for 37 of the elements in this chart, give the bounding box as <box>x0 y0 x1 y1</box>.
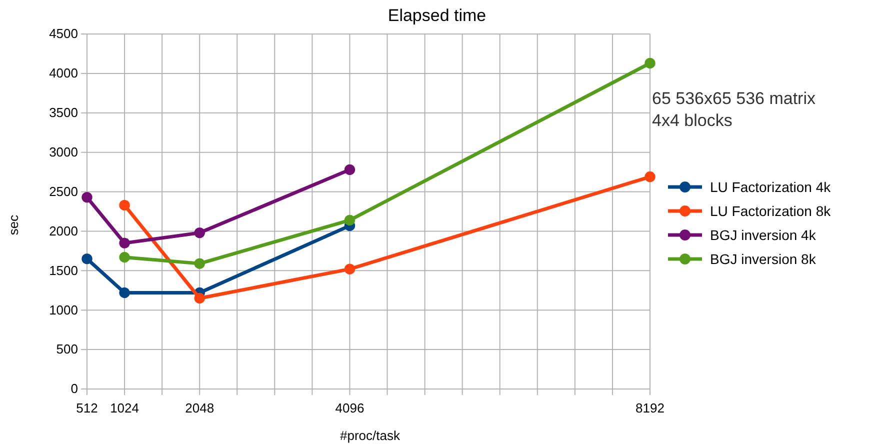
y-tick-label: 500 <box>56 342 78 357</box>
chart-title: Elapsed time <box>388 6 486 25</box>
point <box>194 292 205 304</box>
point <box>119 238 130 248</box>
y-tick-label: 4500 <box>49 26 78 42</box>
y-tick-label: 0 <box>70 381 78 396</box>
y-tick-label: 3500 <box>49 105 78 120</box>
point <box>119 252 130 263</box>
y-axis-title: sec <box>6 214 21 236</box>
point <box>344 214 356 226</box>
point <box>119 287 130 298</box>
x-tick-label: 2048 <box>185 400 214 416</box>
legend-label: BGJ inversion 4k <box>710 227 817 243</box>
point <box>344 164 356 176</box>
x-tick-label: 1024 <box>110 400 139 416</box>
text: 4x4 blocks <box>652 111 732 130</box>
y-tick-label: 4000 <box>49 66 78 81</box>
y-tick-label: 1500 <box>49 262 78 278</box>
x-tick-label: 4096 <box>335 400 364 416</box>
point <box>194 227 205 238</box>
y-tick-label: 2000 <box>49 223 78 238</box>
x-axis-title: #proc/task <box>340 428 400 443</box>
y-tick-label: 1000 <box>49 302 78 318</box>
point <box>644 171 656 182</box>
x-tick-label: 512 <box>76 400 98 416</box>
point <box>82 253 92 264</box>
legend-label: BGJ inversion 8k <box>710 251 817 267</box>
text: 65 536x65 536 matrix <box>652 89 816 108</box>
point <box>644 58 656 69</box>
point <box>344 264 356 274</box>
legend-label: LU Factorization 8k <box>710 203 832 219</box>
point <box>119 200 130 211</box>
y-tick-label: 3000 <box>49 144 78 160</box>
point <box>194 258 205 269</box>
x-tick-label: 8192 <box>636 400 664 416</box>
y-tick-label: 2500 <box>49 184 78 199</box>
legend-label: LU Factorization 4k <box>710 179 832 195</box>
